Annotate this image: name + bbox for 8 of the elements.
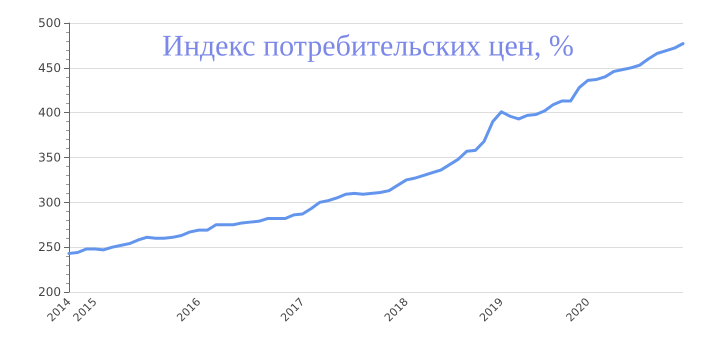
chart-title: Индекс потребительских цен, % [162,30,574,62]
y-tick-label: 200 [38,285,61,299]
y-tick-label: 300 [38,195,61,210]
y-tick-label: 250 [38,240,61,254]
y-tick-label: 500 [38,16,61,30]
y-tick-label: 350 [38,150,61,164]
y-tick-label: 400 [38,106,61,120]
y-tick-label: 450 [38,60,61,75]
